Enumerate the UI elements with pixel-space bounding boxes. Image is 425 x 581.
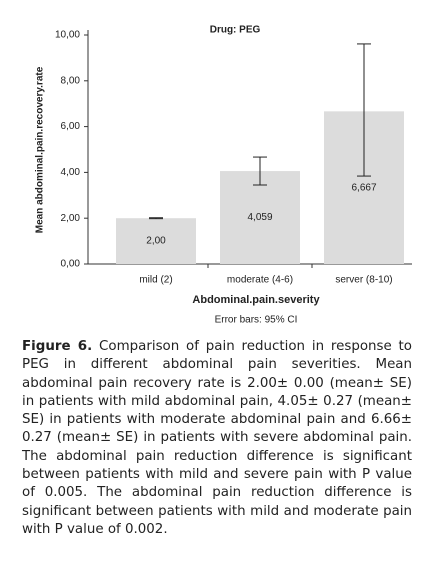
y-tick-label: 10,00 [55,30,80,41]
bar [116,218,196,264]
caption: Figure 6. Comparison of pain reduction i… [22,338,412,539]
x-tick-label: server (8-10) [335,275,392,286]
x-tick-label: moderate (4-6) [227,275,293,286]
caption-text: Comparison of pain reduction in response… [22,339,413,537]
value-label: 6,667 [351,182,376,193]
y-tick-label: 2,00 [61,213,81,224]
bar [220,171,300,264]
chart: Drug: PEG Mean abdominal.pain.recovery.r… [35,25,412,326]
y-tick-label: 8,00 [61,75,81,86]
y-tick-label: 6,00 [61,121,81,132]
y-axis-label: Mean abdominal.pain.recovery.rate [35,66,46,233]
note: Error bars: 95% CI [215,315,298,326]
value-label: 4,059 [247,212,272,223]
x-axis-label: Abdominal.pain.severity [192,294,320,306]
value-label: 2,00 [146,236,166,247]
caption-label: Figure 6. [22,339,93,354]
y-tick-label: 4,00 [61,167,81,178]
chart-title: Drug: PEG [210,25,261,36]
y-tick-label: 0,00 [61,259,81,270]
x-tick-label: mild (2) [139,275,172,286]
